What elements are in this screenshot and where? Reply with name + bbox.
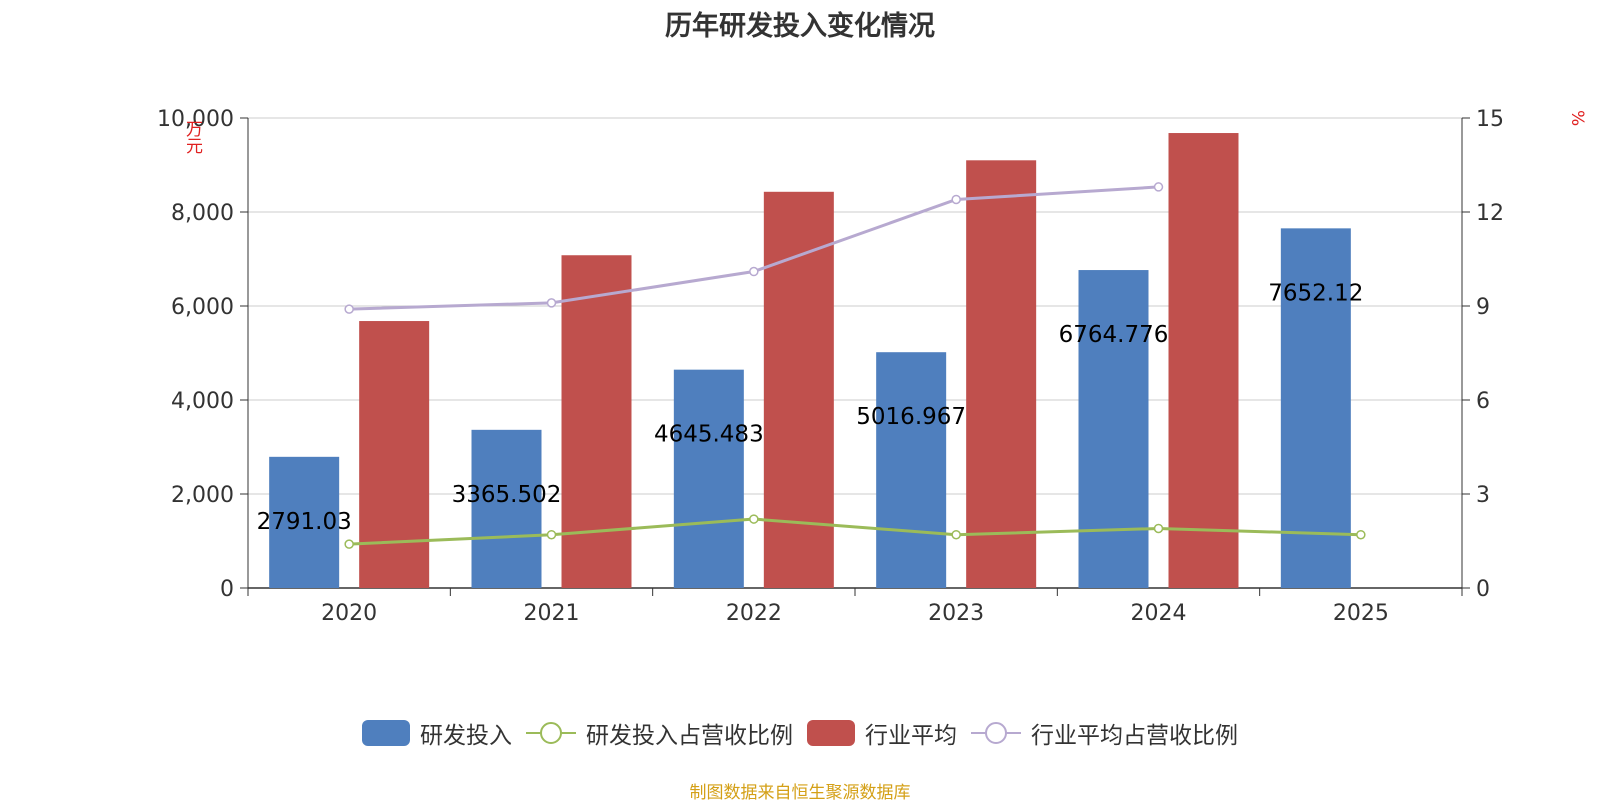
x-axis-tick-label: 2021 xyxy=(524,601,580,626)
x-axis-tick-label: 2025 xyxy=(1333,601,1389,626)
left-axis-tick-label: 8,000 xyxy=(171,201,234,226)
bar-industry-2021 xyxy=(561,255,632,589)
left-axis-tick-label: 10,000 xyxy=(157,107,234,132)
legend-label-ind-ratio: 行业平均占营收比例 xyxy=(1031,723,1238,749)
bar-rd-2022 xyxy=(673,369,744,588)
bar-industry-2020 xyxy=(359,321,430,588)
point-rd-ratio xyxy=(951,529,961,540)
bar-industry-2024 xyxy=(1168,133,1239,589)
bar-rd-2023 xyxy=(876,352,947,588)
x-axis-tick-label: 2024 xyxy=(1131,601,1187,626)
legend-swatch-rd xyxy=(362,720,410,746)
x-axis-tick-label: 2020 xyxy=(321,601,377,626)
point-rd-ratio xyxy=(749,514,759,524)
legend-label-rd: 研发投入 xyxy=(420,723,512,749)
right-axis-unit: % xyxy=(1567,110,1587,127)
x-axis-tick-label: 2022 xyxy=(726,601,782,626)
point-industry-ratio xyxy=(344,304,354,314)
legend-label-ind: 行业平均 xyxy=(865,723,957,749)
data-source-note: 制图数据来自恒生聚源数据库 xyxy=(689,783,911,803)
x-axis-tick-label: 2023 xyxy=(928,601,984,626)
left-axis-tick-label: 0 xyxy=(220,577,234,602)
legend-item-rd[interactable]: 研发投入 xyxy=(362,716,512,750)
left-axis-unit: 万元 xyxy=(182,120,202,154)
point-industry-ratio xyxy=(546,298,557,308)
legend-item-ind[interactable]: 行业平均 xyxy=(807,716,957,750)
legend-item-ind-ratio[interactable]: 行业平均占营收比例 xyxy=(971,716,1238,750)
right-axis-tick-label: 9 xyxy=(1476,295,1490,320)
right-axis-tick-label: 0 xyxy=(1476,577,1490,602)
legend-label-rd-ratio: 研发投入占营收比例 xyxy=(586,723,793,749)
right-axis-tick-label: 3 xyxy=(1476,483,1490,508)
point-industry-ratio xyxy=(749,266,759,277)
legend-item-rd-ratio[interactable]: 研发投入占营收比例 xyxy=(526,716,793,750)
bar-industry-2023 xyxy=(966,160,1037,589)
data-label-rd: 5016.967 xyxy=(856,404,966,430)
point-industry-ratio xyxy=(951,194,961,205)
point-rd-ratio xyxy=(1153,523,1164,534)
legend-swatch-ind xyxy=(807,720,855,746)
point-rd-ratio xyxy=(546,529,557,540)
bar-rd-2024 xyxy=(1078,270,1149,588)
point-rd-ratio xyxy=(1356,529,1366,540)
bar-rd-2020 xyxy=(269,456,340,588)
right-axis-tick-label: 6 xyxy=(1476,389,1490,414)
legend-swatch-rd-ratio xyxy=(526,722,576,744)
bar-industry-2022 xyxy=(763,191,834,589)
bar-rd-2021 xyxy=(471,429,542,588)
legend-swatch-ind-ratio xyxy=(971,722,1021,744)
data-label-rd: 3365.502 xyxy=(452,482,562,508)
right-axis-tick-label: 15 xyxy=(1476,107,1504,132)
chart-title: 历年研发投入变化情况 xyxy=(665,11,935,42)
point-industry-ratio xyxy=(1153,182,1164,192)
left-axis-tick-label: 6,000 xyxy=(171,295,234,320)
line-industry-ratio xyxy=(349,185,1159,311)
legend: 研发投入 研发投入占营收比例 行业平均 行业平均占营收比例 xyxy=(0,716,1600,750)
data-label-rd: 7652.12 xyxy=(1268,280,1363,306)
point-rd-ratio xyxy=(344,539,354,549)
left-axis-tick-label: 2,000 xyxy=(171,483,234,508)
data-label-rd: 6764.776 xyxy=(1059,322,1169,348)
data-label-rd: 4645.483 xyxy=(654,422,764,448)
data-label-rd: 2791.03 xyxy=(257,509,352,535)
left-axis-tick-label: 4,000 xyxy=(171,389,234,414)
bar-rd-2025 xyxy=(1280,228,1351,589)
right-axis-tick-label: 12 xyxy=(1476,201,1504,226)
line-rd-ratio xyxy=(349,517,1361,546)
